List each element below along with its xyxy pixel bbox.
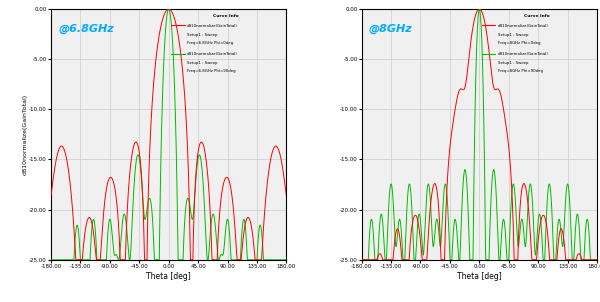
Text: @6.8GHz: @6.8GHz bbox=[58, 24, 114, 34]
X-axis label: Theta [deg]: Theta [deg] bbox=[146, 272, 191, 281]
Text: @8GHz: @8GHz bbox=[369, 24, 412, 34]
Y-axis label: dB10normalize(GainTotal): dB10normalize(GainTotal) bbox=[23, 94, 28, 175]
X-axis label: Theta [deg]: Theta [deg] bbox=[457, 272, 502, 281]
